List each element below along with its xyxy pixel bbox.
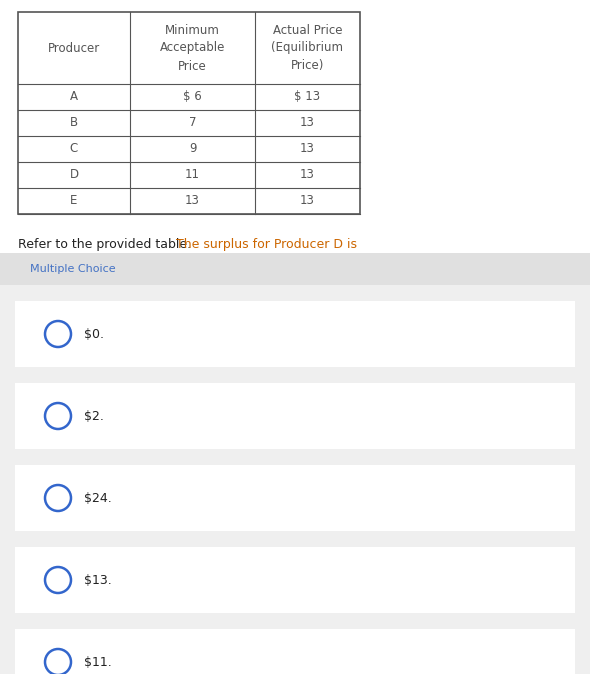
Text: B: B: [70, 117, 78, 129]
Text: $24.: $24.: [84, 491, 112, 505]
Bar: [15, 383, 575, 449]
Text: $ 6: $ 6: [183, 90, 202, 104]
Text: 13: 13: [300, 195, 315, 208]
Text: Minimum
Acceptable
Price: Minimum Acceptable Price: [160, 24, 225, 73]
Text: Actual Price
(Equilibrium
Price): Actual Price (Equilibrium Price): [271, 24, 343, 73]
Text: 7: 7: [189, 117, 196, 129]
Text: C: C: [70, 142, 78, 156]
Bar: [15, 465, 575, 531]
Text: $2.: $2.: [84, 410, 104, 423]
Bar: [18, 12, 360, 214]
Text: $ 13: $ 13: [294, 90, 320, 104]
Text: D: D: [70, 168, 78, 181]
Text: 13: 13: [300, 117, 315, 129]
Text: Refer to the provided table.: Refer to the provided table.: [18, 238, 195, 251]
Text: 13: 13: [300, 142, 315, 156]
Text: 9: 9: [189, 142, 196, 156]
Text: Multiple Choice: Multiple Choice: [30, 264, 116, 274]
Text: The surplus for Producer D is: The surplus for Producer D is: [176, 238, 357, 251]
Text: 13: 13: [185, 195, 200, 208]
Text: E: E: [70, 195, 78, 208]
Text: 11: 11: [185, 168, 200, 181]
Text: $0.: $0.: [84, 328, 104, 340]
Bar: [0, 253, 590, 285]
Text: 13: 13: [300, 168, 315, 181]
Text: $13.: $13.: [84, 574, 112, 586]
Text: Producer: Producer: [48, 42, 100, 55]
Text: A: A: [70, 90, 78, 104]
Bar: [0, 253, 590, 674]
Text: $11.: $11.: [84, 656, 112, 669]
Bar: [15, 547, 575, 613]
Bar: [15, 629, 575, 674]
Bar: [15, 301, 575, 367]
